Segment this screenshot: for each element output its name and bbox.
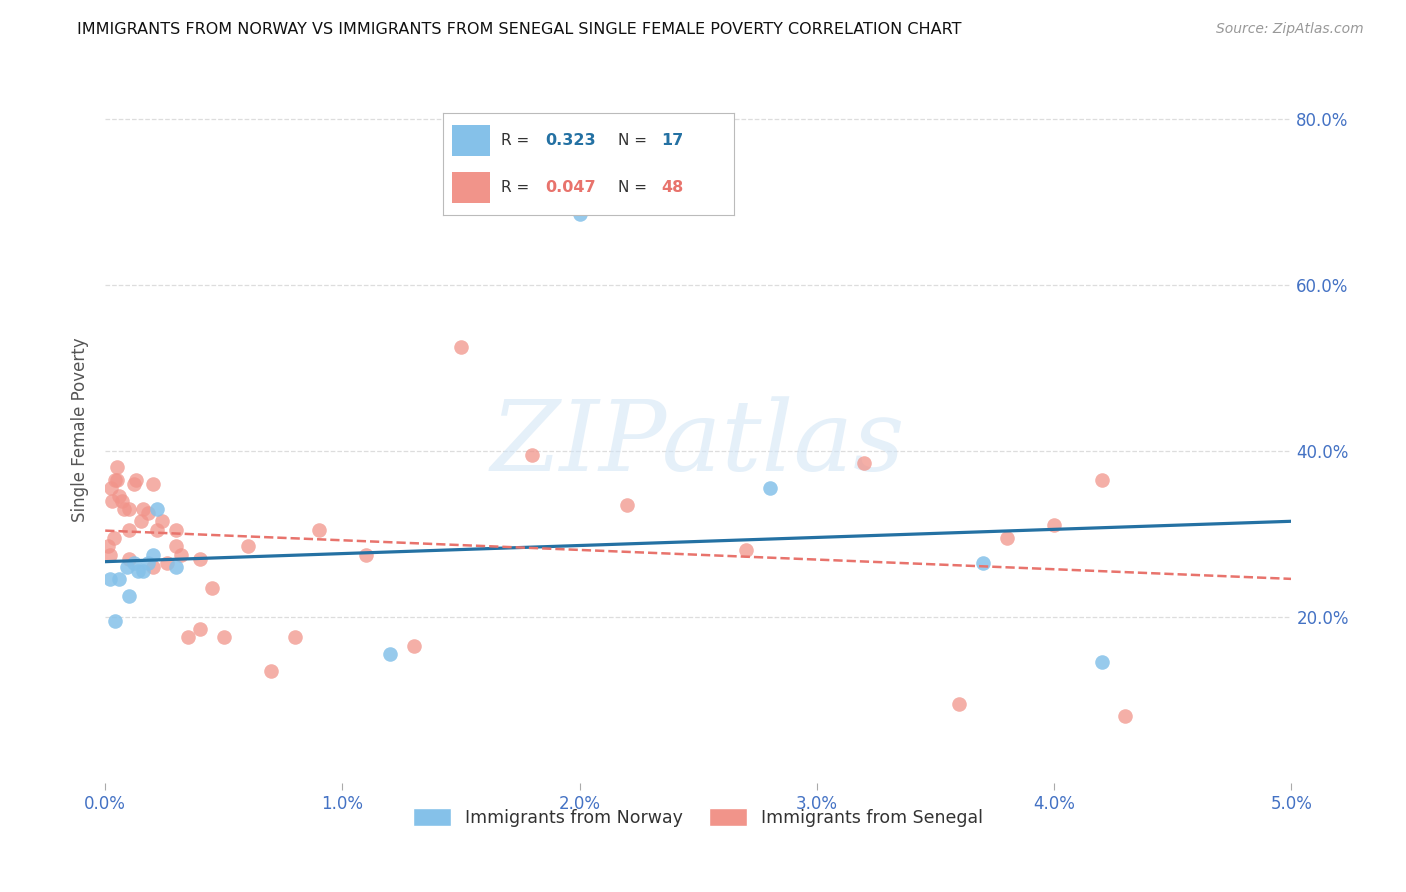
Text: Source: ZipAtlas.com: Source: ZipAtlas.com [1216,22,1364,37]
Point [378,647,401,661]
Point [146,502,169,516]
Point [118,523,141,537]
Point [105,460,128,475]
Point [111,493,134,508]
Point [101,493,124,508]
Point [354,548,377,562]
Point [146,523,169,537]
Point [129,514,152,528]
Point [1091,473,1114,487]
Point [165,539,187,553]
Point [98,573,121,587]
Point [212,631,235,645]
Point [188,622,211,636]
Point [118,589,141,603]
Point [734,543,756,558]
Point [165,523,187,537]
Point [136,506,159,520]
Point [118,502,141,516]
Point [97,539,120,553]
Point [284,631,307,645]
Y-axis label: Single Female Poverty: Single Female Poverty [72,338,89,523]
Point [132,502,155,516]
Point [995,531,1018,545]
Point [1114,709,1136,723]
Point [1091,656,1114,670]
Point [450,340,472,354]
Point [853,456,876,470]
Point [758,481,780,495]
Point [98,548,121,562]
Point [108,573,131,587]
Point [122,556,145,570]
Point [568,207,591,221]
Point [177,631,200,645]
Point [522,448,544,462]
Point [170,548,193,562]
Point [308,523,330,537]
Point [105,473,128,487]
Point [142,477,165,491]
Point [150,514,173,528]
Point [142,560,165,574]
Point [104,614,127,628]
Point [118,551,141,566]
Legend: Immigrants from Norway, Immigrants from Senegal: Immigrants from Norway, Immigrants from … [406,801,990,834]
Point [125,473,148,487]
Point [156,556,179,570]
Point [104,473,127,487]
Point [188,551,211,566]
Point [115,560,138,574]
Point [236,539,259,553]
Point [127,564,149,578]
Point [972,556,994,570]
Point [201,581,224,595]
Point [948,697,970,711]
Point [103,531,125,545]
Point [1043,518,1066,533]
Point [108,490,131,504]
Point [142,548,165,562]
Point [136,556,159,570]
Point [100,481,122,495]
Point [260,664,283,678]
Point [616,498,638,512]
Point [132,564,155,578]
Point [165,560,187,574]
Point [402,639,425,653]
Text: IMMIGRANTS FROM NORWAY VS IMMIGRANTS FROM SENEGAL SINGLE FEMALE POVERTY CORRELAT: IMMIGRANTS FROM NORWAY VS IMMIGRANTS FRO… [77,22,962,37]
Point [122,477,145,491]
Text: ZIPatlas: ZIPatlas [491,397,905,491]
Point [112,502,135,516]
